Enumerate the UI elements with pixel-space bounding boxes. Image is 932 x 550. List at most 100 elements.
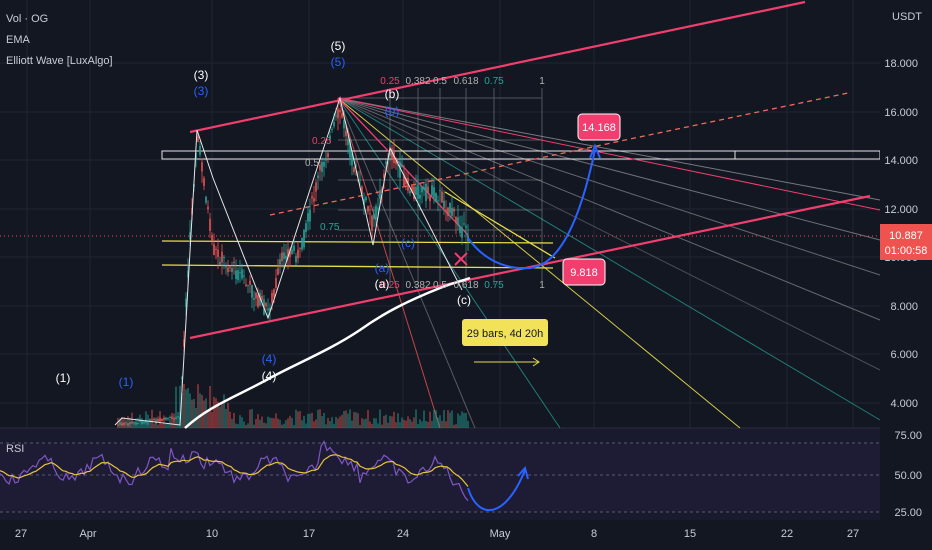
volume-bar bbox=[177, 412, 179, 428]
candle-body bbox=[187, 270, 189, 278]
volume-bar bbox=[217, 401, 219, 428]
candle-body bbox=[383, 173, 385, 178]
price-axis[interactable] bbox=[880, 0, 932, 550]
volume-bar bbox=[253, 424, 255, 428]
candle-body bbox=[215, 248, 217, 250]
volume-bar bbox=[137, 417, 139, 428]
candle-body bbox=[327, 153, 329, 158]
volume-bar bbox=[327, 417, 329, 428]
candle-body bbox=[387, 162, 389, 164]
candle-body bbox=[409, 190, 411, 194]
volume-bar bbox=[323, 412, 325, 428]
candle-body bbox=[239, 272, 241, 274]
candle-body bbox=[385, 161, 387, 164]
elliott-wave-path bbox=[114, 96, 463, 426]
legend-elliott[interactable]: Elliott Wave [LuxAlgo] bbox=[6, 55, 113, 67]
volume-bar bbox=[313, 421, 315, 428]
volume-bar bbox=[359, 424, 361, 428]
date-axis[interactable] bbox=[0, 520, 932, 550]
candle-body bbox=[371, 215, 373, 231]
date-tick-7: 8 bbox=[591, 528, 597, 540]
volume-bar bbox=[149, 421, 151, 428]
rsi-legend[interactable]: RSI bbox=[6, 443, 24, 455]
candle-body bbox=[425, 183, 427, 202]
legend-ema[interactable]: EMA bbox=[6, 34, 31, 46]
candle-body bbox=[281, 252, 283, 261]
candle-body bbox=[169, 417, 171, 419]
volume-bar bbox=[407, 416, 409, 428]
candle-body bbox=[437, 200, 439, 202]
candle-body bbox=[273, 289, 275, 297]
volume-bar bbox=[231, 418, 233, 428]
volume-bar bbox=[401, 417, 403, 428]
volume-bar bbox=[315, 419, 317, 428]
fib-bottom-3: 0.5 bbox=[433, 280, 447, 291]
volume-bar bbox=[179, 385, 181, 428]
fib-top-labels: 0.25 0.382 0.5 0.618 0.75 1 bbox=[380, 76, 545, 87]
candle-body bbox=[365, 197, 367, 201]
candle-body bbox=[339, 110, 341, 113]
candle-body bbox=[355, 165, 357, 167]
price-tick-12: 12.000 bbox=[884, 204, 918, 216]
target-up-badge bbox=[577, 113, 621, 141]
volume-bar bbox=[367, 409, 369, 428]
volume-bar bbox=[301, 420, 303, 428]
candle-body bbox=[245, 284, 247, 286]
volume-bar bbox=[243, 421, 245, 428]
volume-bar bbox=[135, 418, 137, 428]
candle-body bbox=[267, 308, 269, 311]
candle-body bbox=[361, 186, 363, 195]
date-tick-10: 27 bbox=[847, 528, 859, 540]
volume-bar bbox=[347, 413, 349, 428]
volume-bar bbox=[333, 423, 335, 428]
candle-body bbox=[369, 213, 371, 215]
volume-bar bbox=[261, 416, 263, 428]
volume-bar bbox=[425, 421, 427, 428]
candle-body bbox=[285, 255, 287, 259]
candle-body bbox=[359, 179, 361, 181]
volume-bar bbox=[451, 410, 453, 428]
volume-bar bbox=[181, 393, 183, 428]
volume-bar bbox=[453, 424, 455, 428]
volume-bar bbox=[349, 409, 351, 428]
candle-body bbox=[181, 377, 183, 380]
candle-body bbox=[443, 200, 445, 208]
candle-body bbox=[333, 121, 335, 127]
volume-bar bbox=[155, 417, 157, 428]
volume-bar bbox=[405, 420, 407, 428]
candle-body bbox=[279, 259, 281, 265]
volume-bar bbox=[385, 414, 387, 428]
volume-bar bbox=[435, 410, 437, 428]
candle-body bbox=[315, 182, 317, 192]
candle-body bbox=[309, 209, 311, 222]
candle-body bbox=[329, 135, 331, 140]
candle-body bbox=[247, 284, 249, 286]
volume-bar bbox=[131, 412, 133, 428]
volume-bar bbox=[357, 413, 359, 428]
legend-volume[interactable]: Vol · OG bbox=[6, 13, 48, 25]
wave-a-label: (a) bbox=[375, 277, 390, 291]
volume-bar bbox=[211, 412, 213, 428]
date-tick-2: Apr bbox=[79, 528, 96, 540]
fib-bottom-2: 0.382 bbox=[405, 280, 430, 291]
volume-bar bbox=[463, 412, 465, 428]
rsi-band bbox=[0, 443, 880, 512]
candle-body bbox=[293, 245, 295, 251]
candle-body bbox=[337, 108, 339, 119]
indicator-legend[interactable]: Vol · OG EMA Elliott Wave [LuxAlgo] bbox=[6, 13, 113, 67]
candle-body bbox=[271, 292, 273, 303]
volume-bar bbox=[423, 410, 425, 428]
volume-bar bbox=[395, 422, 397, 428]
candle-body bbox=[403, 174, 405, 187]
candle-body bbox=[225, 265, 227, 268]
rsi-tick-50: 50.00 bbox=[894, 470, 922, 482]
volume-bar bbox=[171, 412, 173, 428]
volume-bar bbox=[237, 424, 239, 428]
candle-body bbox=[307, 213, 309, 222]
volume-bar bbox=[185, 389, 187, 428]
candle-body bbox=[311, 196, 313, 199]
candle-body bbox=[419, 194, 421, 199]
candle-body bbox=[277, 268, 279, 275]
candle-body bbox=[125, 422, 127, 424]
